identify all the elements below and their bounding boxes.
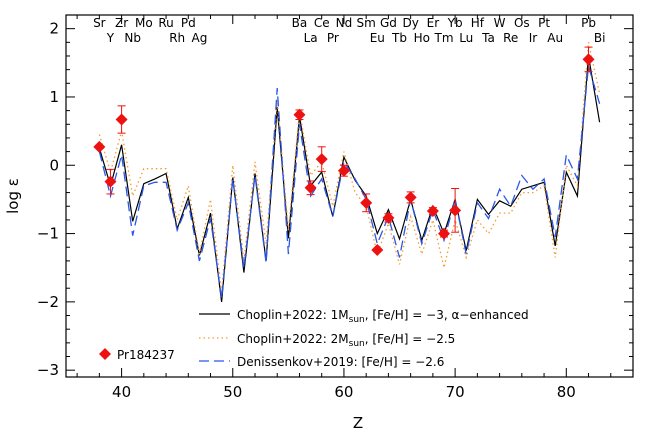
- element-label: Bi: [594, 31, 606, 45]
- legend-entry: Choplin+2022: 2Msun, [Fe/H] = −2.5: [237, 332, 455, 349]
- element-label: Pb: [581, 16, 596, 30]
- element-label: Re: [503, 31, 518, 45]
- element-label: Nd: [336, 16, 353, 30]
- x-tick-label: 40: [112, 383, 131, 401]
- element-label: Eu: [370, 31, 385, 45]
- element-label: Yb: [447, 16, 463, 30]
- legend-entry: Pr184237: [117, 348, 175, 362]
- y-tick-label: 2: [49, 20, 59, 38]
- x-tick-label: 50: [223, 383, 242, 401]
- element-label: Os: [514, 16, 530, 30]
- x-tick-label: 60: [334, 383, 353, 401]
- data-point: [405, 191, 417, 203]
- element-label: Rh: [169, 31, 185, 45]
- data-point: [371, 244, 383, 256]
- data-point: [305, 182, 317, 194]
- y-tick-label: 0: [49, 156, 59, 174]
- element-label: Nb: [124, 31, 141, 45]
- element-label: Zr: [115, 16, 128, 30]
- element-label: La: [304, 31, 318, 45]
- x-tick-label: 80: [557, 383, 576, 401]
- element-label: Mo: [135, 16, 153, 30]
- element-label: Tm: [433, 31, 453, 45]
- y-tick-label: −3: [37, 361, 59, 379]
- data-point: [449, 204, 461, 216]
- y-tick-label: 1: [49, 88, 59, 106]
- data-point: [116, 114, 128, 126]
- data-point: [293, 109, 305, 121]
- data-point: [104, 176, 116, 188]
- element-label: W: [494, 16, 506, 30]
- element-label: Pd: [181, 16, 196, 30]
- legend-entry: Denissenkov+2019: [Fe/H] = −2.6: [237, 355, 444, 369]
- element-label: Sm: [357, 16, 376, 30]
- data-point: [316, 153, 328, 165]
- element-label: Gd: [380, 16, 397, 30]
- element-label: Pt: [538, 16, 550, 30]
- series-line: [99, 66, 599, 298]
- element-label: Lu: [459, 31, 473, 45]
- element-label: Tb: [391, 31, 407, 45]
- element-label: Dy: [402, 16, 418, 30]
- element-label: Pr: [327, 31, 339, 45]
- legend: Choplin+2022: 1Msun, [Fe/H] = −3, α−enha…: [99, 308, 529, 369]
- x-tick-labels: 40 50 60 70 80: [112, 383, 576, 401]
- element-label: Hf: [471, 16, 485, 30]
- legend-entry: Choplin+2022: 1Msun, [Fe/H] = −3, α−enha…: [237, 308, 529, 325]
- y-tick-labels: −3 −2 −1 0 1 2: [37, 20, 59, 380]
- y-axis-label: log ε: [4, 178, 22, 214]
- element-label: Ru: [158, 16, 173, 30]
- element-label: Ir: [529, 31, 538, 45]
- element-label: Ag: [191, 31, 207, 45]
- element-label: Au: [547, 31, 563, 45]
- y-tick-label: −1: [37, 225, 59, 243]
- element-label: Ba: [292, 16, 308, 30]
- model-lines: [99, 42, 599, 302]
- element-label: Ho: [414, 31, 430, 45]
- element-label: Ce: [314, 16, 330, 30]
- element-label: Y: [106, 31, 115, 45]
- x-tick-label: 70: [446, 383, 465, 401]
- x-axis-label: Z: [353, 414, 363, 432]
- y-tick-label: −2: [37, 293, 59, 311]
- series-line: [99, 42, 599, 291]
- legend-marker: [99, 348, 111, 360]
- data-point: [583, 53, 595, 65]
- element-label: Er: [427, 16, 440, 30]
- data-point: [93, 141, 105, 153]
- element-label: Sr: [93, 16, 106, 30]
- data-point: [360, 197, 372, 209]
- element-label: Ta: [481, 31, 495, 45]
